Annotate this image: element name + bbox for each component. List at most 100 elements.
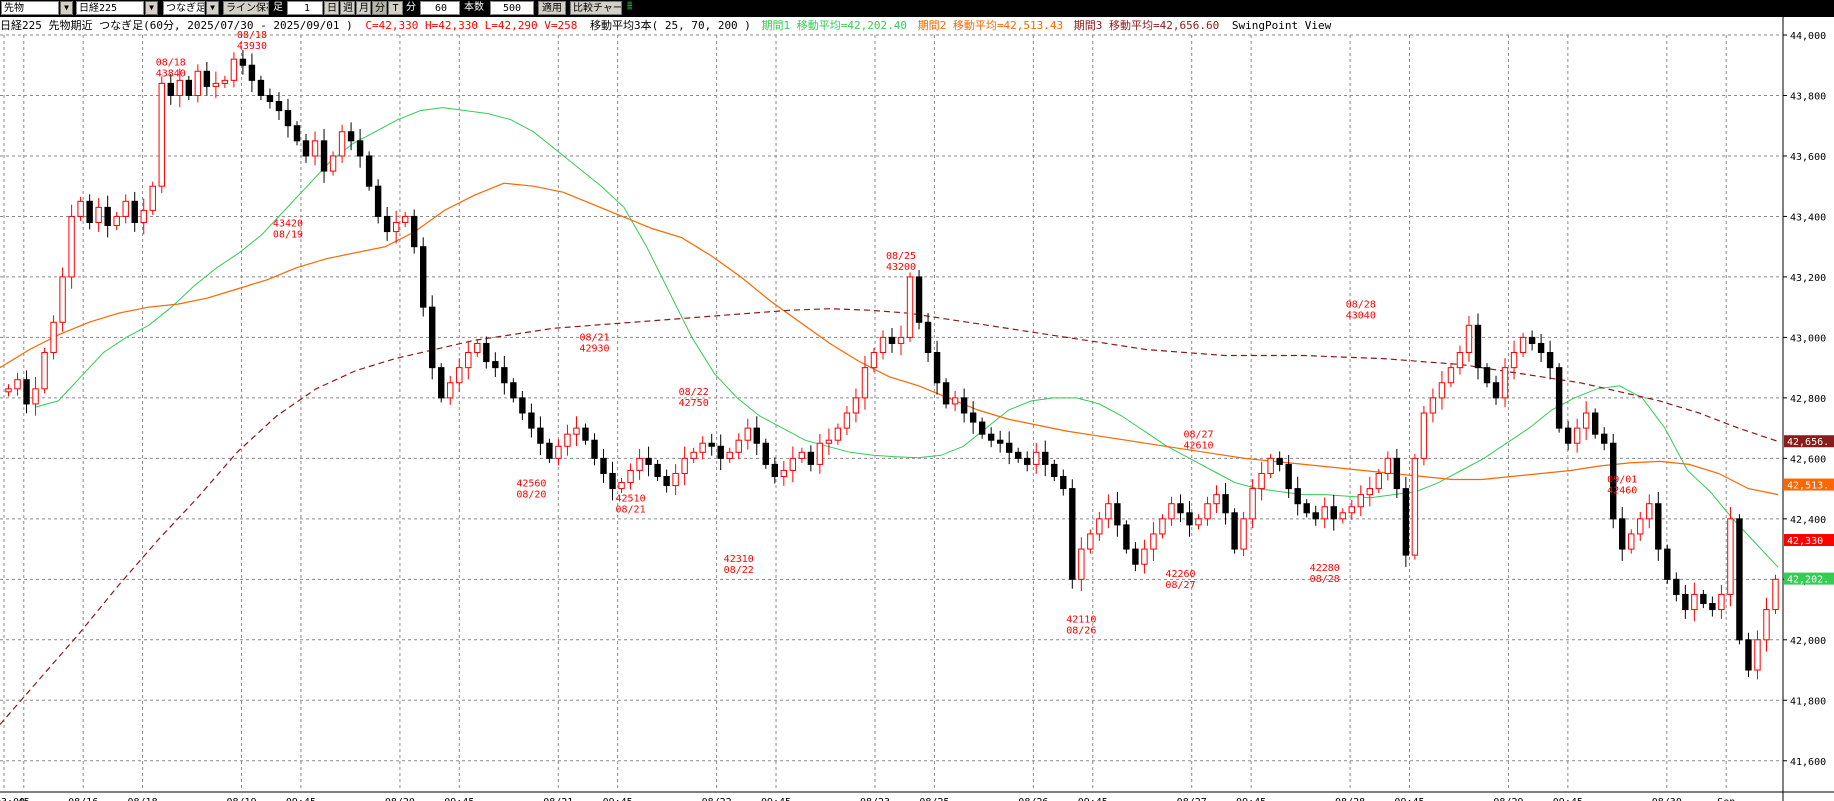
candle-body: [798, 451, 806, 459]
apply-button[interactable]: 適用: [538, 1, 566, 15]
candle-body: [528, 412, 535, 429]
swing-point-label: 08/21 42930: [579, 333, 609, 355]
candle-body: [1745, 639, 1752, 671]
candle-body: [1357, 494, 1364, 508]
candle: [1222, 482, 1229, 525]
price-tick-label: 43,600: [1790, 152, 1826, 163]
month-button[interactable]: 月: [356, 1, 371, 15]
market-select[interactable]: 先物: [1, 1, 59, 15]
count-input[interactable]: 500: [490, 1, 534, 15]
candle: [861, 355, 869, 410]
time-tick-label: 08/21: [543, 797, 573, 801]
candle-body: [906, 276, 914, 338]
candle: [555, 439, 562, 466]
candle-body: [1024, 457, 1031, 465]
candle: [1249, 479, 1256, 529]
candle-body: [383, 215, 391, 233]
swing-point-label: 08/18 43840: [156, 57, 186, 79]
candle: [753, 416, 760, 456]
candle-body: [1709, 603, 1716, 611]
candle-body: [113, 215, 120, 227]
minute-button[interactable]: 分: [372, 1, 387, 15]
candle-body: [59, 276, 66, 323]
candle: [1267, 453, 1274, 479]
candle: [194, 64, 202, 103]
candle-body: [1420, 412, 1428, 459]
candle-body: [1736, 518, 1743, 641]
candle: [1456, 345, 1464, 375]
mode-select[interactable]: つなぎ足: [163, 1, 205, 15]
candle: [663, 469, 670, 493]
candle-body: [447, 382, 454, 399]
candle: [158, 76, 165, 194]
candlestick-chart[interactable]: 41,60041,80042,00042,20042,40042,60042,8…: [0, 17, 1834, 801]
candle: [915, 269, 923, 330]
candle: [1168, 496, 1175, 526]
save-lines-button[interactable]: ライン保存: [223, 1, 269, 15]
candle-body: [474, 342, 481, 354]
candle-body: [555, 445, 562, 459]
index-dropdown-icon[interactable]: ▼: [145, 1, 158, 15]
candle: [1546, 340, 1554, 380]
swing-point-label: 08/22 42750: [679, 387, 709, 409]
candle-body: [1060, 476, 1067, 490]
tick-button[interactable]: T: [388, 1, 403, 15]
candle: [113, 211, 120, 231]
candle-body: [1718, 593, 1725, 611]
swing-point-label: 09/01 42460: [1607, 475, 1637, 497]
candle: [1528, 330, 1536, 351]
candle-body: [1069, 488, 1076, 580]
candle-body: [627, 469, 634, 484]
candle-body: [1087, 533, 1094, 550]
price-tick-label: 44,000: [1790, 31, 1826, 42]
week-button[interactable]: 週: [340, 1, 355, 15]
candle-body: [140, 209, 147, 223]
candle-body: [1610, 442, 1617, 520]
candle: [410, 209, 418, 254]
candle: [1069, 479, 1076, 589]
candle: [1664, 544, 1671, 584]
candle: [1465, 315, 1473, 362]
candle-body: [933, 352, 941, 384]
candle-body: [1042, 451, 1049, 465]
candle-body: [1339, 512, 1346, 520]
price-tag-label: 42,202.: [1787, 575, 1829, 586]
market-dropdown-icon[interactable]: ▼: [60, 1, 73, 15]
compare-chart-button[interactable]: 比較チャート: [570, 1, 622, 15]
candle-body: [329, 155, 337, 172]
candle: [221, 75, 229, 88]
candle-body: [1700, 593, 1707, 605]
price-tick-label: 43,200: [1790, 273, 1826, 284]
candle: [771, 457, 779, 484]
period-input[interactable]: 1: [287, 1, 323, 15]
candle: [924, 312, 932, 362]
candle: [456, 358, 463, 393]
candle-body: [789, 457, 797, 471]
time-tick-label: 5 03:00: [0, 797, 25, 801]
lines-icon[interactable]: ≡ ≡: [627, 1, 633, 13]
time-tick-label: 08/30: [1652, 797, 1682, 801]
candle-body: [1303, 503, 1310, 514]
price-tick-label: 43,400: [1790, 212, 1826, 223]
candle-body: [1015, 451, 1022, 459]
candle: [1411, 453, 1419, 560]
candle: [1078, 537, 1085, 592]
candle: [1763, 597, 1770, 652]
candle-body: [257, 79, 265, 96]
candle: [717, 434, 724, 471]
day-button[interactable]: 日: [324, 1, 339, 15]
candle-body: [582, 427, 589, 441]
candle: [510, 378, 517, 403]
time-tick-label: 08/27: [1177, 797, 1207, 801]
index-select[interactable]: 日経225: [76, 1, 144, 15]
candle: [1447, 363, 1455, 388]
moving-average-line-ma70: [0, 182, 1779, 496]
interval-input[interactable]: 60: [420, 1, 460, 15]
candle-body: [1492, 382, 1500, 399]
mode-dropdown-icon[interactable]: ▼: [206, 1, 219, 15]
candle: [1628, 529, 1635, 554]
candle: [401, 211, 409, 228]
candle-body: [717, 445, 724, 459]
candle-body: [1772, 578, 1779, 611]
candle: [212, 71, 220, 99]
